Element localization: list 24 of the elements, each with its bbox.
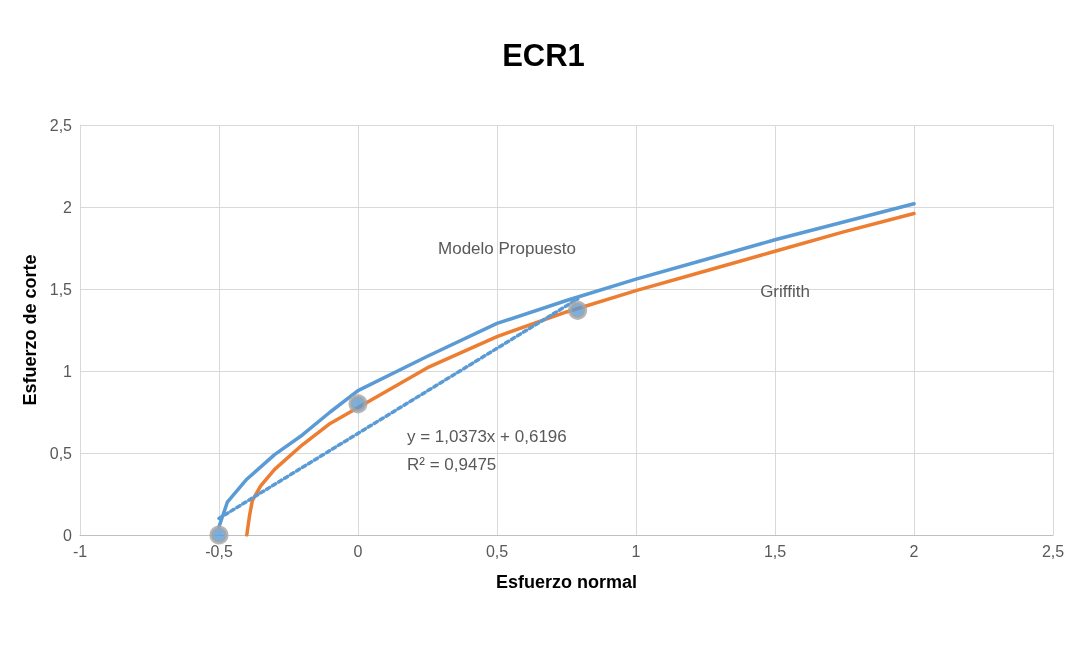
x-tick-label: 0,5 [485, 542, 509, 560]
x-tick-label: -1 [72, 542, 88, 560]
y-tick-label: 0 [63, 526, 73, 544]
x-tick-label: 2 [909, 542, 919, 560]
x-tick-label: -0,5 [205, 542, 233, 560]
x-tick-label: 0 [353, 542, 363, 560]
y-tick-label: 2 [63, 198, 73, 216]
point [568, 300, 588, 320]
y-tick-label: 1 [63, 362, 73, 380]
point [348, 394, 368, 414]
y-tick-label: 2,5 [49, 116, 73, 134]
x-tick-label: 2,5 [1041, 542, 1065, 560]
annotation: y = 1,0373x + 0,6196 [407, 427, 567, 446]
text: Modelo Propuesto [438, 238, 576, 258]
chart-title: ECR1 [502, 38, 585, 73]
y-axis-title: Esfuerzo de corte [19, 254, 40, 406]
annotation: R² = 0,9475 [407, 455, 497, 474]
x-tick-label: 1,5 [763, 542, 787, 560]
x-tick-label: 1 [631, 542, 641, 560]
x-axis-title: Esfuerzo normal [495, 572, 638, 592]
y-tick-label: 1,5 [49, 280, 73, 298]
series-label: Griffith [760, 281, 810, 301]
point [209, 525, 229, 545]
y-tick-label: 0,5 [49, 444, 73, 462]
